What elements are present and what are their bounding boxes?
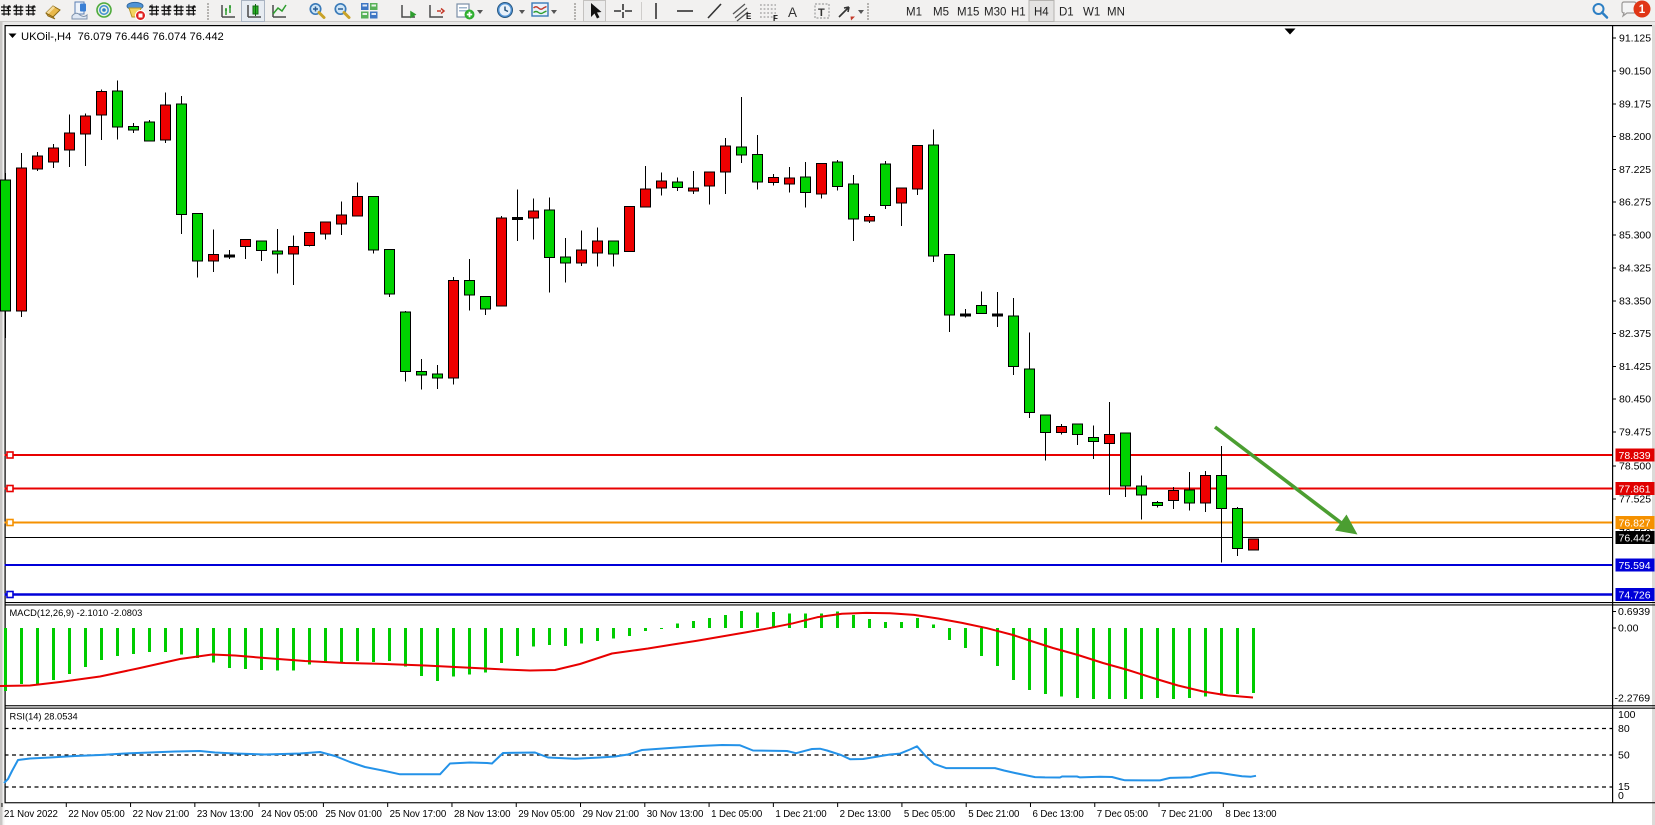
svg-text:85.300: 85.300 <box>1619 230 1651 242</box>
svg-text:1 Dec 21:00: 1 Dec 21:00 <box>775 809 827 820</box>
svg-text:89.175: 89.175 <box>1619 99 1651 111</box>
svg-text:22 Nov 21:00: 22 Nov 21:00 <box>133 809 190 820</box>
svg-text:77.525: 77.525 <box>1619 494 1651 506</box>
svg-text:15: 15 <box>1618 781 1630 793</box>
svg-text:1: 1 <box>1639 4 1646 16</box>
svg-text:W1: W1 <box>1083 7 1100 19</box>
svg-text:87.225: 87.225 <box>1619 164 1651 176</box>
svg-text:79.475: 79.475 <box>1619 427 1651 439</box>
svg-text:24 Nov 05:00: 24 Nov 05:00 <box>261 809 318 820</box>
svg-text:0.6939: 0.6939 <box>1618 606 1650 618</box>
svg-text:RSI(14) 28.0534: RSI(14) 28.0534 <box>10 712 78 722</box>
svg-text:81.425: 81.425 <box>1619 361 1651 373</box>
svg-text:91.125: 91.125 <box>1619 33 1651 45</box>
svg-text:H1: H1 <box>1011 7 1026 19</box>
svg-text:0.00: 0.00 <box>1618 623 1639 635</box>
svg-text:30 Nov 13:00: 30 Nov 13:00 <box>647 809 704 820</box>
svg-text:74.726: 74.726 <box>1619 589 1651 601</box>
svg-text:-2.2769: -2.2769 <box>1615 693 1651 705</box>
svg-text:86.275: 86.275 <box>1619 197 1651 209</box>
svg-text:90.150: 90.150 <box>1619 66 1651 78</box>
svg-text:88.200: 88.200 <box>1619 131 1651 143</box>
svg-text:80: 80 <box>1618 723 1630 735</box>
svg-text:84.325: 84.325 <box>1619 263 1651 275</box>
svg-text:25 Nov 17:00: 25 Nov 17:00 <box>390 809 447 820</box>
svg-text:5 Dec 21:00: 5 Dec 21:00 <box>968 809 1020 820</box>
svg-text:E: E <box>746 12 752 21</box>
svg-text:7 Dec 05:00: 7 Dec 05:00 <box>1097 809 1149 820</box>
svg-text:MACD(12,26,9) -2.1010 -2.0803: MACD(12,26,9) -2.1010 -2.0803 <box>10 608 143 618</box>
svg-text:H4: H4 <box>1034 7 1049 19</box>
svg-text:28 Nov 13:00: 28 Nov 13:00 <box>454 809 511 820</box>
svg-text:M5: M5 <box>933 7 949 19</box>
svg-text:75.594: 75.594 <box>1619 560 1651 572</box>
svg-text:M15: M15 <box>957 7 979 19</box>
svg-text:100: 100 <box>1618 709 1636 721</box>
svg-text:23 Nov 13:00: 23 Nov 13:00 <box>197 809 254 820</box>
svg-text:D1: D1 <box>1059 7 1074 19</box>
svg-text:5 Dec 05:00: 5 Dec 05:00 <box>904 809 956 820</box>
svg-text:29 Nov 05:00: 29 Nov 05:00 <box>518 809 575 820</box>
svg-text:50: 50 <box>1618 750 1630 762</box>
svg-text:76.827: 76.827 <box>1619 517 1651 529</box>
svg-text:77.861: 77.861 <box>1619 483 1651 495</box>
svg-text:21 Nov 2022: 21 Nov 2022 <box>4 809 58 820</box>
svg-text:A: A <box>788 5 797 20</box>
svg-text:M30: M30 <box>984 7 1006 19</box>
svg-text:7 Dec 21:00: 7 Dec 21:00 <box>1161 809 1213 820</box>
svg-text:0: 0 <box>1618 790 1624 802</box>
svg-text:1 Dec 05:00: 1 Dec 05:00 <box>711 809 763 820</box>
svg-text:82.375: 82.375 <box>1619 328 1651 340</box>
svg-text:22 Nov 05:00: 22 Nov 05:00 <box>68 809 125 820</box>
svg-text:78.500: 78.500 <box>1619 461 1651 473</box>
svg-text:6 Dec 13:00: 6 Dec 13:00 <box>1032 809 1084 820</box>
svg-text:83.350: 83.350 <box>1619 296 1651 308</box>
svg-text:2 Dec 13:00: 2 Dec 13:00 <box>840 809 892 820</box>
svg-text:F: F <box>773 14 778 23</box>
svg-text:78.839: 78.839 <box>1619 450 1651 462</box>
svg-text:76.442: 76.442 <box>1619 532 1651 544</box>
svg-text:UKOil-,H4 76.079 76.446 76.07: UKOil-,H4 76.079 76.446 76.074 76.442 <box>21 31 224 43</box>
svg-text:MN: MN <box>1107 7 1125 19</box>
svg-text:T: T <box>818 7 825 19</box>
svg-text:8 Dec 13:00: 8 Dec 13:00 <box>1225 809 1277 820</box>
svg-text:29 Nov 21:00: 29 Nov 21:00 <box>583 809 640 820</box>
svg-text:M1: M1 <box>906 7 922 19</box>
svg-text:80.450: 80.450 <box>1619 394 1651 406</box>
svg-text:25 Nov 01:00: 25 Nov 01:00 <box>325 809 382 820</box>
